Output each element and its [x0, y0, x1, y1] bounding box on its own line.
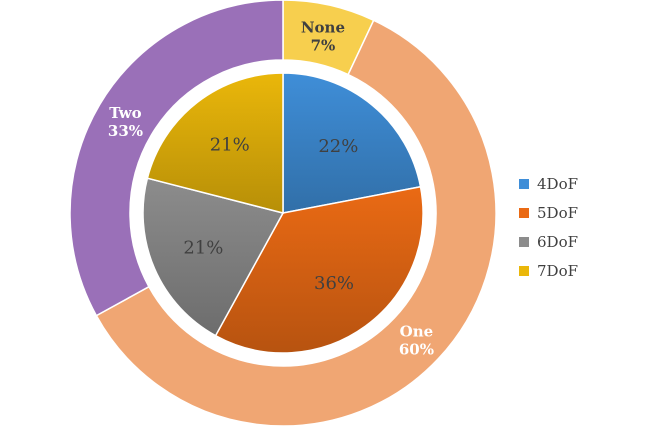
- legend-swatch-5dof: [519, 207, 529, 218]
- outer-slice-one: [95, 19, 497, 427]
- legend-swatch-4dof: [519, 178, 529, 189]
- legend-label-5dof: 5DoF: [537, 203, 579, 222]
- legend-swatch-7dof: [519, 265, 529, 276]
- outer-slice-two: [69, 0, 284, 317]
- inner-label-7dof: 21%: [210, 134, 250, 155]
- inner-slice-4dof: [282, 72, 422, 214]
- outer-ring: [69, 0, 497, 427]
- outer-label-one: One 60%: [399, 322, 434, 358]
- inner-label-4dof: 22%: [318, 136, 358, 157]
- inner-labels: 22% 36% 21% 21%: [183, 134, 358, 294]
- inner-slice-7dof: [146, 72, 284, 214]
- legend-label-4dof: 4DoF: [537, 174, 579, 193]
- inner-label-5dof: 36%: [314, 273, 354, 294]
- inner-pie: [142, 72, 424, 354]
- legend-label-6dof: 6DoF: [537, 232, 579, 251]
- legend-swatch-6dof: [519, 236, 529, 247]
- inner-slice-6dof: [142, 177, 285, 337]
- inner-label-6dof: 21%: [183, 237, 223, 258]
- outer-labels: None 7% One 60% Two 33%: [108, 18, 434, 358]
- outer-label-none: None 7%: [301, 18, 345, 54]
- legend-item-6dof: 6DoF: [519, 227, 578, 256]
- legend-item-5dof: 5DoF: [519, 198, 578, 227]
- legend: 4DoF 5DoF 6DoF 7DoF: [519, 169, 578, 285]
- outer-label-two: Two 33%: [108, 104, 143, 140]
- legend-item-4dof: 4DoF: [519, 169, 578, 198]
- inner-slice-5dof: [214, 185, 424, 354]
- legend-label-7dof: 7DoF: [537, 261, 579, 280]
- legend-item-7dof: 7DoF: [519, 256, 578, 285]
